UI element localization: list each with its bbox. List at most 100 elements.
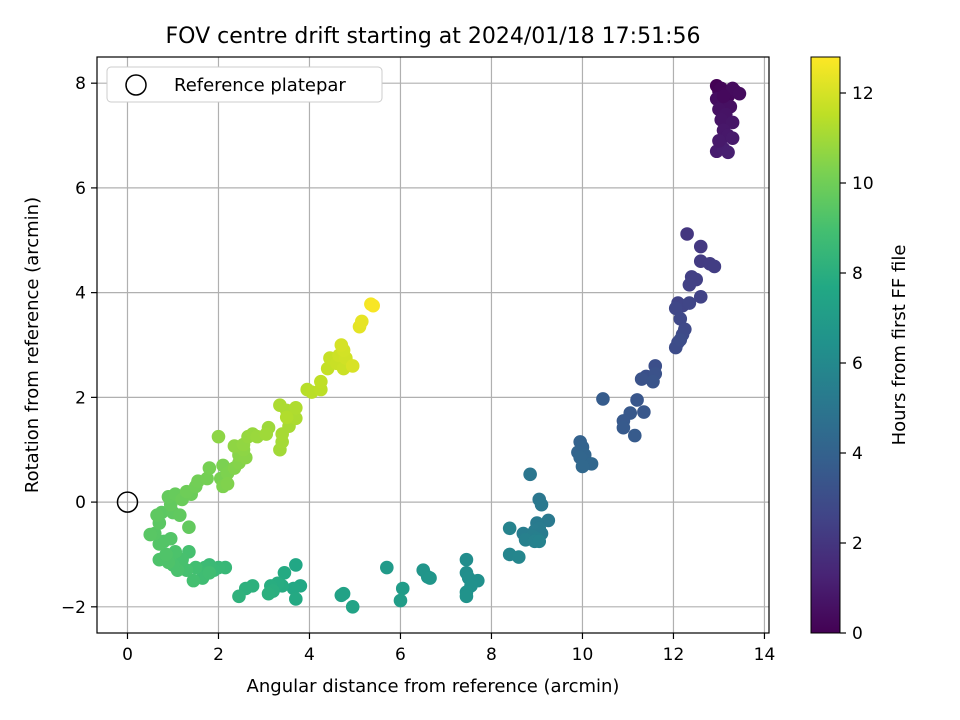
data-point (211, 429, 226, 444)
y-axis-ticks: −2 0 2 4 6 8 (61, 74, 97, 618)
x-axis-ticks: 0 2 4 6 8 10 12 14 (122, 633, 775, 665)
data-point (616, 420, 631, 435)
x-tick-label: 8 (486, 645, 497, 665)
data-point (261, 586, 276, 601)
colorbar-tick-label: 4 (852, 444, 863, 464)
data-point (716, 89, 731, 104)
data-point (393, 593, 408, 608)
data-point (150, 508, 164, 522)
data-point (354, 314, 369, 329)
data-point (286, 581, 301, 596)
data-point (725, 115, 740, 130)
colorbar-tick-label: 12 (852, 84, 874, 104)
data-point (182, 520, 196, 535)
data-point (259, 427, 274, 441)
colorbar-ticks: 0 2 4 6 8 10 12 (840, 84, 874, 644)
data-point (673, 312, 688, 326)
data-point (314, 374, 328, 389)
x-tick-label: 6 (395, 645, 406, 665)
legend: Reference platepar (106, 66, 383, 103)
legend-entry-reference-platepar: Reference platepar (174, 75, 346, 96)
data-point (366, 298, 380, 313)
data-point (163, 531, 178, 546)
colorbar-tick-label: 8 (852, 264, 863, 284)
data-point (143, 527, 158, 542)
data-point (523, 467, 537, 482)
data-point (220, 476, 235, 491)
data-point (380, 560, 394, 575)
y-tick-label: 4 (75, 284, 86, 304)
data-point (596, 392, 610, 406)
colorbar-tick-label: 2 (852, 534, 863, 554)
x-tick-label: 12 (663, 645, 685, 665)
data-point (202, 565, 217, 580)
y-tick-label: −2 (61, 598, 86, 618)
x-tick-label: 10 (572, 645, 594, 665)
data-point (637, 405, 651, 419)
data-point (277, 565, 292, 580)
data-point (159, 547, 173, 562)
data-point (423, 571, 437, 585)
data-point (289, 401, 303, 415)
data-point (668, 301, 683, 316)
data-point (511, 550, 526, 564)
legend-marker-icon (125, 74, 147, 96)
colorbar-tick-label: 0 (852, 624, 863, 644)
data-point (173, 508, 187, 522)
data-point (712, 133, 726, 148)
legend-box (106, 66, 383, 103)
reference-platepar-marker (116, 491, 139, 513)
data-point (682, 277, 697, 292)
x-axis-label: Angular distance from reference (arcmin) (247, 676, 620, 697)
y-tick-label: 8 (75, 74, 86, 94)
y-tick-label: 0 (75, 493, 86, 513)
data-point (232, 589, 246, 604)
y-tick-label: 2 (75, 388, 86, 408)
data-point (630, 393, 644, 407)
data-point (627, 428, 642, 443)
data-point (289, 558, 303, 572)
colorbar-tick-label: 10 (852, 174, 874, 194)
data-point (725, 131, 740, 145)
data-points (143, 79, 747, 614)
data-point (714, 113, 729, 127)
data-point (289, 592, 303, 606)
data-point (707, 259, 722, 274)
colorbar (810, 56, 841, 634)
chart-title: FOV centre drift starting at 2024/01/18 … (166, 24, 701, 49)
data-point (534, 497, 549, 512)
data-point (634, 372, 649, 386)
data-point (673, 332, 688, 347)
data-point (202, 461, 217, 475)
data-point (334, 338, 349, 352)
data-point (532, 534, 547, 549)
data-point (152, 537, 167, 551)
data-point (273, 398, 287, 413)
data-point (459, 552, 474, 567)
data-point (682, 296, 697, 310)
data-point (345, 359, 360, 373)
y-axis-label: Rotation from reference (arcmin) (22, 197, 43, 493)
x-tick-label: 2 (213, 645, 224, 665)
plot-frame (96, 56, 770, 634)
x-tick-label: 0 (122, 645, 133, 665)
data-point (693, 290, 708, 304)
colorbar-label: Hours from first FF file (889, 245, 910, 446)
data-point (646, 374, 660, 389)
grid-lines (97, 57, 769, 633)
data-point (502, 521, 517, 536)
data-point (345, 600, 360, 614)
data-point (680, 227, 694, 241)
y-tick-label: 6 (75, 179, 86, 199)
data-point (693, 239, 708, 254)
data-point (541, 513, 556, 528)
data-point (336, 586, 351, 601)
x-tick-label: 14 (754, 645, 776, 665)
data-point (732, 86, 747, 101)
data-point (186, 573, 201, 588)
data-point (721, 145, 735, 160)
data-point (459, 589, 474, 604)
data-point (279, 410, 294, 425)
x-tick-label: 4 (304, 645, 315, 665)
